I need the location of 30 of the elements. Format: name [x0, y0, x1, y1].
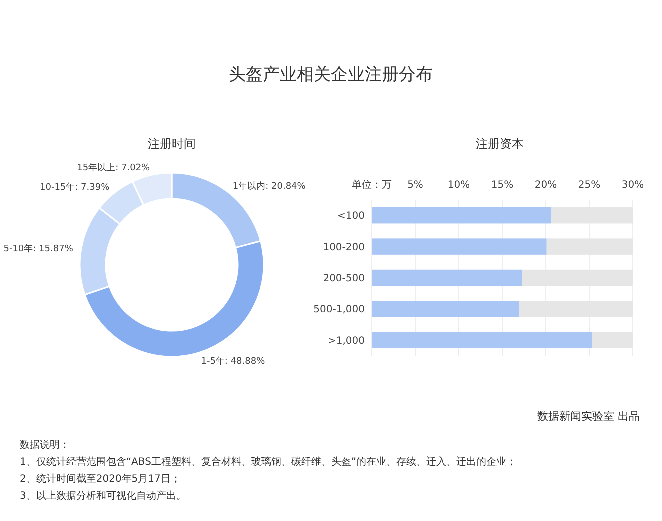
text: 1、仅统计经营范围包含“ABS工程塑料、复合材料、玻璃钢、碳纤维、头盔”的在业、存续、迁入、迁出的企业； — [20, 456, 517, 468]
slice-label: 1年以内: 20.84% — [232, 180, 306, 192]
x-tick-label: 25% — [578, 180, 601, 191]
bar — [372, 270, 523, 286]
slice-label: 1-5年: 48.88% — [201, 356, 266, 367]
text: 数据说明： — [20, 439, 70, 451]
x-tick-label: 5% — [408, 180, 424, 191]
chart-subtitle: 注册时间 — [148, 137, 196, 151]
y-tick-label: <100 — [338, 211, 365, 222]
bar — [372, 301, 520, 318]
x-tick-label: 30% — [622, 180, 644, 191]
bar — [372, 238, 547, 255]
bar — [372, 207, 552, 224]
chart-subtitle: 注册资本 — [476, 137, 524, 151]
slice-label: 15年以上: 7.02% — [77, 162, 151, 174]
slice-label: 5-10年: 15.87% — [4, 244, 74, 255]
text: 3、以上数据分析和可视化自动产出。 — [20, 490, 186, 502]
x-tick-label: 20% — [534, 180, 558, 191]
y-tick-label: 100-200 — [323, 242, 365, 254]
x-axis-title: 单位：万 — [352, 179, 392, 191]
slice-label: 10-15年: 7.39% — [40, 182, 110, 193]
text: 数据新闻实验室 出品 — [538, 410, 640, 423]
text: 2、统计时间截至2020年5月17日； — [20, 473, 181, 485]
x-tick-label: 15% — [491, 180, 514, 191]
y-tick-label: >1,000 — [328, 336, 365, 347]
bar — [372, 332, 592, 349]
x-tick-label: 10% — [448, 180, 470, 191]
y-tick-label: 200-500 — [323, 274, 365, 284]
chart-title: 头盔产业相关企业注册分布 — [229, 65, 433, 85]
y-tick-label: 500-1,000 — [314, 304, 365, 316]
